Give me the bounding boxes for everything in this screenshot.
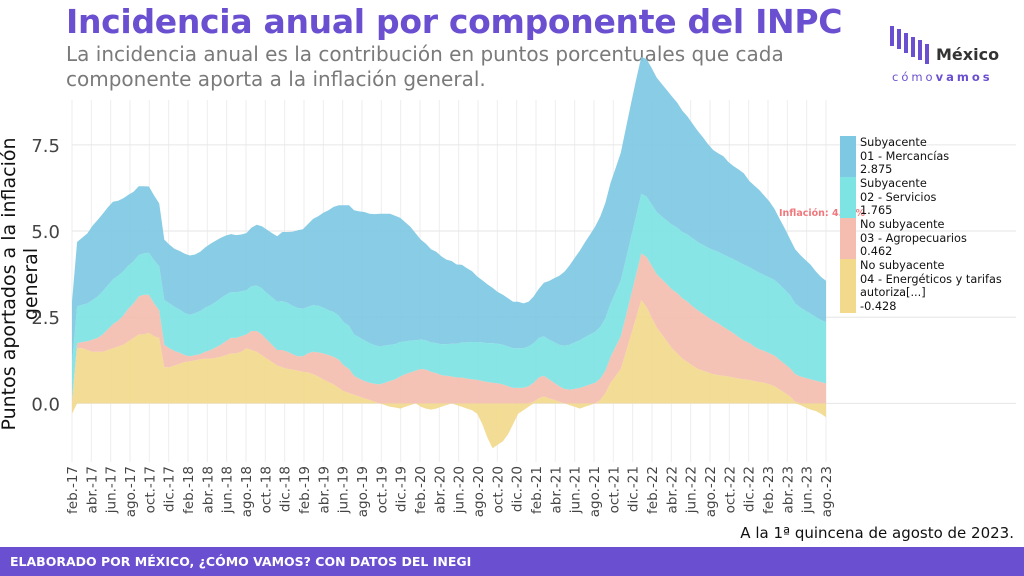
logo-text-vamos: vamos (935, 70, 993, 84)
x-tick-label: ago.-17 (123, 466, 139, 517)
footer-credit: ELABORADO POR MÉXICO, ¿CÓMO VAMOS? CON D… (10, 554, 472, 569)
date-note: A la 1ª quincena de agosto de 2023. (740, 524, 1014, 542)
x-tick-label: dic.-20 (510, 466, 526, 512)
legend-item-energeticos[interactable]: No subyacente 04 - Energéticos y tarifas… (840, 259, 1020, 313)
x-tick-label: oct.-22 (722, 466, 738, 513)
legend-item-mercancias[interactable]: Subyacente 01 - Mercancías 2.875 (840, 136, 1020, 177)
leg-l1: Subyacente 01 - Mercancías 2.875 (860, 136, 950, 177)
x-tick-label: jun.-17 (104, 466, 120, 514)
x-tick-label: oct.-21 (606, 466, 622, 513)
x-tick-label: abr.-23 (780, 466, 796, 514)
y-tick-label: 7.5 (31, 136, 60, 157)
x-tick-label: oct.-17 (142, 466, 158, 513)
leg-l4: No subyacente 04 - Energéticos y tarifas… (860, 259, 1002, 314)
x-tick-label: dic.-22 (742, 466, 758, 512)
x-tick-label: oct.-20 (490, 466, 506, 513)
legend-swatch-mercancias (840, 136, 856, 177)
legend-label-mercancias: Subyacente 01 - Mercancías 2.875 (860, 136, 949, 177)
x-tick-label: feb.-17 (65, 466, 81, 514)
logo-text-como: cómo (892, 70, 936, 84)
x-tick-label: feb.-23 (761, 466, 777, 514)
logo-bars-icon (890, 26, 929, 64)
inflation-annotation: Inflación: 4.67% (779, 208, 865, 219)
page-title: Incidencia anual por componente del INPC (66, 2, 843, 41)
x-tick-label: dic.-18 (278, 466, 294, 512)
page-subtitle: La incidencia anual es la contribución e… (66, 42, 784, 91)
x-tick-label: oct.-18 (258, 466, 274, 513)
legend: Subyacente 01 - Mercancías 2.875 Subyace… (840, 136, 1020, 313)
x-tick-label: jun.-18 (220, 466, 236, 514)
x-tick-label: feb.-20 (413, 466, 429, 514)
x-tick-label: dic.-19 (394, 466, 410, 512)
x-tick-label: ago.-23 (819, 466, 835, 517)
x-tick-label: feb.-19 (297, 466, 313, 514)
x-tick-label: abr.-21 (548, 466, 564, 514)
x-tick-label: ago.-18 (239, 466, 255, 517)
legend-swatch-agropecuarios (840, 218, 856, 259)
x-tick-label: feb.-21 (529, 466, 545, 514)
logo-text-mexico: México (936, 45, 1000, 64)
area-mercancias (72, 56, 826, 364)
area-energeticos (72, 300, 826, 449)
x-tick-label: abr.-19 (316, 466, 332, 514)
logo: México cómovamos (890, 26, 1010, 86)
y-tick-label: 5.0 (31, 222, 60, 243)
legend-swatch-servicios (840, 177, 856, 218)
legend-item-agropecuarios[interactable]: No subyacente 03 - Agropecuarios 0.462 (840, 218, 1020, 259)
x-tick-label: abr.-22 (664, 466, 680, 514)
legend-label-agropecuarios: No subyacente 03 - Agropecuarios 0.462 (860, 218, 967, 259)
leg-l2: Subyacente 02 - Servicios 1.765 (860, 177, 937, 218)
x-tick-label: jun.-22 (684, 466, 700, 514)
x-tick-label: abr.-20 (432, 466, 448, 514)
x-tick-label: ago.-19 (355, 466, 371, 517)
x-tick-label: abr.-18 (200, 466, 216, 514)
x-tick-label: oct.-19 (374, 466, 390, 513)
area-servicios (72, 193, 826, 400)
leg-l3: No subyacente 03 - Agropecuarios 0.462 (860, 218, 967, 259)
x-tick-label: jun.-21 (568, 466, 584, 514)
x-tick-label: dic.-17 (162, 466, 178, 512)
y-tick-label: 0.0 (31, 394, 60, 415)
x-tick-label: jun.-19 (336, 466, 352, 514)
x-tick-label: feb.-22 (645, 466, 661, 514)
x-tick-label: ago.-21 (587, 466, 603, 517)
legend-label-energeticos: No subyacente 04 - Energéticos y tarifas… (860, 259, 1002, 314)
x-tick-label: feb.-18 (181, 466, 197, 514)
x-tick-label: abr.-17 (84, 466, 100, 514)
legend-swatch-energeticos (840, 259, 856, 313)
legend-label-servicios: Subyacente 02 - Servicios 1.765 (860, 177, 936, 218)
x-tick-label: dic.-21 (626, 466, 642, 512)
area-agropecuarios (72, 253, 826, 404)
legend-item-servicios[interactable]: Subyacente 02 - Servicios 1.765 (840, 177, 1020, 218)
x-tick-label: ago.-22 (703, 466, 719, 517)
logo-text-como-vamos: cómovamos (892, 70, 993, 84)
footer-bar: ELABORADO POR MÉXICO, ¿CÓMO VAMOS? CON D… (0, 547, 1024, 576)
y-tick-label: 2.5 (31, 308, 60, 329)
x-tick-label: ago.-20 (471, 466, 487, 517)
x-tick-label: jun.-20 (452, 466, 468, 514)
x-tick-label: jun.-23 (800, 466, 816, 514)
